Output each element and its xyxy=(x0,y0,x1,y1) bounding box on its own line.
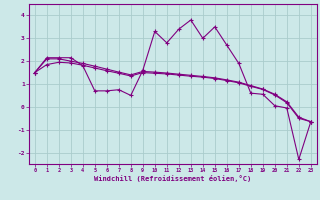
X-axis label: Windchill (Refroidissement éolien,°C): Windchill (Refroidissement éolien,°C) xyxy=(94,175,252,182)
